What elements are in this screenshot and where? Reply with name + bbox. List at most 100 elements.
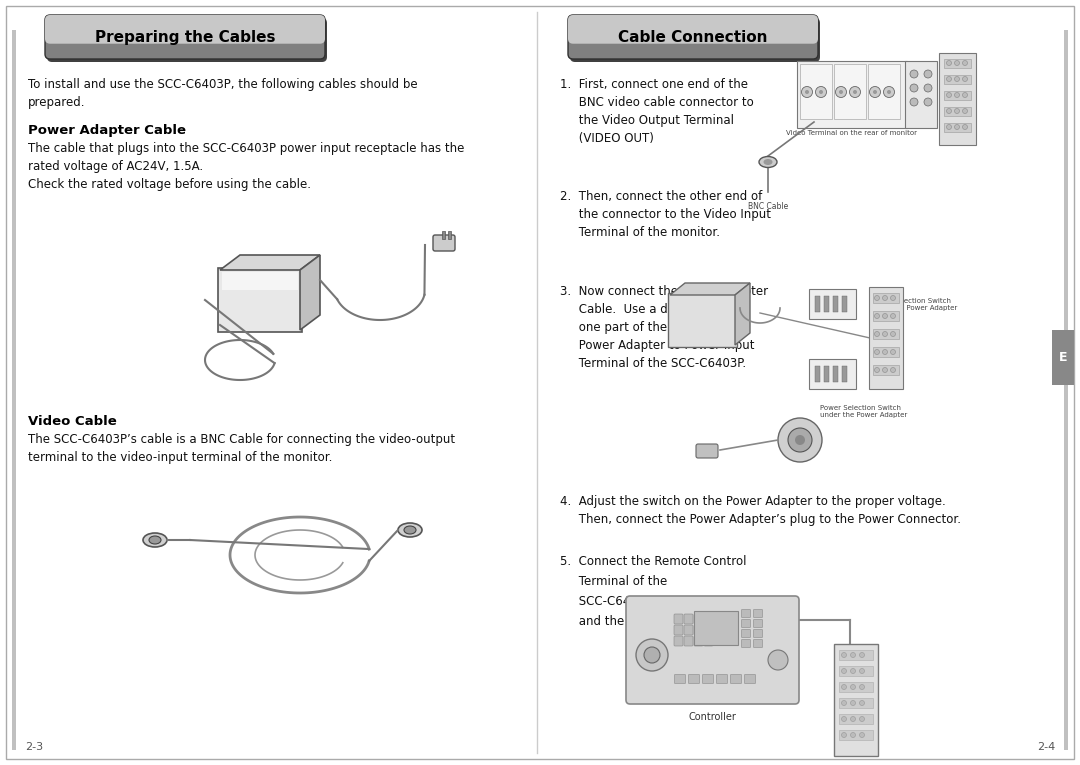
Circle shape	[815, 86, 826, 97]
Text: 5.  Connect the Remote Control
     Terminal of the
     SCC-C6403P
     and the: 5. Connect the Remote Control Terminal o…	[561, 555, 746, 628]
FancyBboxPatch shape	[689, 675, 700, 683]
FancyBboxPatch shape	[905, 61, 937, 128]
Ellipse shape	[404, 526, 416, 534]
Circle shape	[891, 295, 895, 301]
Bar	[1064, 30, 1068, 750]
Ellipse shape	[143, 533, 167, 547]
FancyBboxPatch shape	[222, 272, 298, 290]
Circle shape	[819, 90, 823, 94]
FancyBboxPatch shape	[754, 640, 762, 647]
Text: E: E	[1058, 350, 1067, 363]
FancyBboxPatch shape	[730, 675, 742, 683]
Text: 2.  Then, connect the other end of
     the connector to the Video Input
     Te: 2. Then, connect the other end of the co…	[561, 190, 771, 239]
Circle shape	[851, 669, 855, 673]
Circle shape	[841, 653, 847, 657]
Circle shape	[851, 653, 855, 657]
FancyBboxPatch shape	[944, 75, 971, 84]
Circle shape	[962, 76, 968, 82]
Text: OUT: OUT	[951, 131, 962, 136]
Circle shape	[860, 733, 864, 737]
Circle shape	[962, 60, 968, 66]
FancyBboxPatch shape	[1052, 330, 1074, 385]
FancyBboxPatch shape	[675, 675, 686, 683]
Text: IN  OUT: IN OUT	[838, 76, 856, 81]
FancyBboxPatch shape	[873, 329, 899, 339]
FancyBboxPatch shape	[839, 666, 873, 676]
FancyBboxPatch shape	[742, 630, 751, 637]
FancyBboxPatch shape	[704, 636, 713, 646]
Text: Video A: Video A	[806, 68, 826, 73]
Circle shape	[955, 125, 959, 129]
FancyBboxPatch shape	[674, 636, 683, 646]
Circle shape	[860, 685, 864, 689]
Circle shape	[910, 70, 918, 78]
FancyBboxPatch shape	[742, 640, 751, 647]
FancyBboxPatch shape	[433, 235, 455, 251]
Text: IN: IN	[954, 56, 960, 61]
Circle shape	[841, 733, 847, 737]
Circle shape	[946, 125, 951, 129]
Circle shape	[860, 653, 864, 657]
FancyBboxPatch shape	[834, 644, 878, 756]
Text: The cable that plugs into the SCC-C6403P power input receptacle has the
rated vo: The cable that plugs into the SCC-C6403P…	[28, 142, 464, 191]
Circle shape	[891, 331, 895, 337]
FancyBboxPatch shape	[754, 620, 762, 627]
Text: Power Selection Switch
under the Power Adapter: Power Selection Switch under the Power A…	[820, 405, 907, 418]
FancyBboxPatch shape	[939, 53, 976, 145]
Circle shape	[873, 90, 877, 94]
Circle shape	[860, 701, 864, 705]
Polygon shape	[300, 255, 320, 330]
Bar	[815, 296, 820, 312]
FancyBboxPatch shape	[694, 625, 703, 635]
Circle shape	[841, 717, 847, 721]
FancyBboxPatch shape	[873, 311, 899, 321]
Circle shape	[887, 90, 891, 94]
FancyBboxPatch shape	[694, 614, 703, 624]
Circle shape	[801, 86, 812, 97]
Text: IN  OUT: IN OUT	[872, 76, 891, 81]
Bar	[12, 30, 16, 750]
Circle shape	[924, 84, 932, 92]
Circle shape	[841, 701, 847, 705]
Polygon shape	[735, 283, 750, 345]
Circle shape	[924, 70, 932, 78]
Circle shape	[955, 60, 959, 66]
Circle shape	[636, 639, 669, 671]
Circle shape	[882, 295, 888, 301]
Text: Controller: Controller	[689, 712, 737, 722]
Circle shape	[875, 331, 879, 337]
Circle shape	[860, 717, 864, 721]
Circle shape	[853, 90, 858, 94]
FancyBboxPatch shape	[570, 18, 820, 62]
Text: A  C: A C	[916, 67, 927, 72]
FancyBboxPatch shape	[754, 630, 762, 637]
FancyBboxPatch shape	[694, 636, 703, 646]
FancyBboxPatch shape	[869, 287, 903, 389]
Text: 2-3: 2-3	[25, 742, 43, 752]
FancyBboxPatch shape	[674, 625, 683, 635]
Ellipse shape	[764, 159, 772, 165]
FancyBboxPatch shape	[684, 636, 693, 646]
FancyBboxPatch shape	[839, 650, 873, 660]
Circle shape	[882, 314, 888, 318]
Text: Power Selection Switch
under the Power Adapter: Power Selection Switch under the Power A…	[870, 298, 957, 311]
Text: Video Terminal on the rear of monitor: Video Terminal on the rear of monitor	[786, 130, 918, 136]
FancyBboxPatch shape	[704, 614, 713, 624]
FancyBboxPatch shape	[48, 18, 327, 62]
Text: Power Adapter Cable: Power Adapter Cable	[28, 124, 186, 137]
Ellipse shape	[149, 536, 161, 544]
FancyBboxPatch shape	[674, 614, 683, 624]
FancyBboxPatch shape	[694, 611, 738, 645]
Text: Video B: Video B	[839, 68, 861, 73]
Circle shape	[869, 86, 880, 97]
FancyBboxPatch shape	[704, 625, 713, 635]
FancyBboxPatch shape	[809, 359, 856, 389]
Circle shape	[910, 84, 918, 92]
Circle shape	[851, 701, 855, 705]
FancyBboxPatch shape	[742, 610, 751, 617]
Circle shape	[875, 367, 879, 373]
Text: 4.  Adjust the switch on the Power Adapter to the proper voltage.
     Then, con: 4. Adjust the switch on the Power Adapte…	[561, 495, 961, 526]
Circle shape	[955, 109, 959, 113]
Circle shape	[955, 93, 959, 97]
FancyBboxPatch shape	[669, 293, 737, 347]
